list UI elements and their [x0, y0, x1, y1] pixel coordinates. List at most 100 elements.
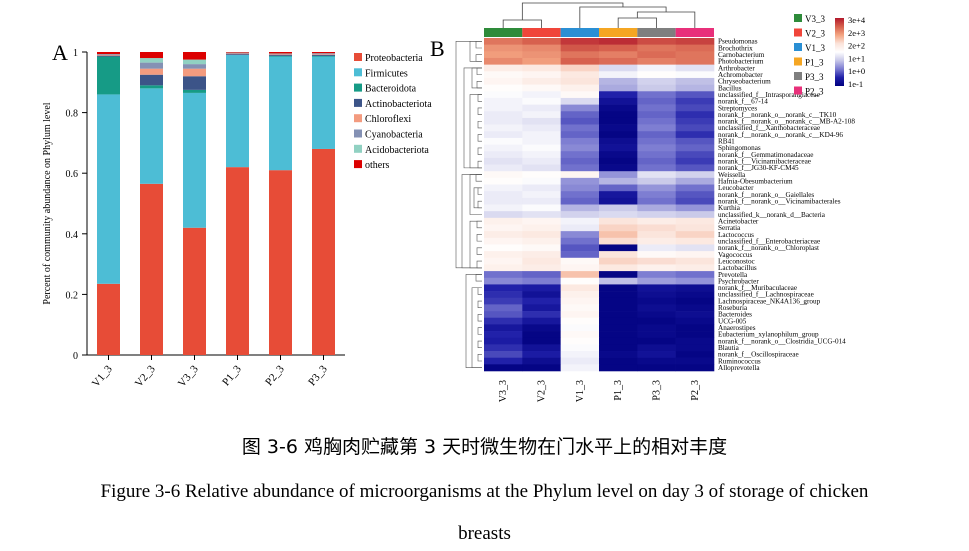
row-label: unclassified_k__norank_d__Bacteria [718, 211, 826, 219]
dendrogram-branch [477, 354, 482, 362]
dendrogram-branch [476, 247, 482, 255]
column-label: V2_3 [537, 380, 548, 402]
heatmap-cell [675, 297, 715, 305]
heatmap-cell [637, 184, 676, 192]
heatmap-cell [599, 91, 638, 99]
heatmap-cell [484, 77, 523, 85]
heatmap-cell [675, 231, 715, 239]
bar-segment-actinobacteriota [312, 54, 335, 56]
row-label: norank_f__norank_o__Chloroplast [718, 244, 819, 252]
bar-segment-chloroflexi [183, 68, 206, 77]
heatmap-cell [560, 144, 600, 152]
heatmap-cell [637, 171, 676, 179]
heatmap-cell [675, 264, 715, 272]
heatmap-cell [484, 164, 523, 172]
heatmap-cell [599, 311, 638, 319]
dendrogram-branch [465, 274, 482, 368]
heatmap-cell [637, 64, 676, 72]
heatmap-cell [560, 38, 600, 45]
row-label: norank_f__Oscillospiraceae [718, 351, 799, 359]
heatmap-cell [560, 84, 600, 92]
bar-segment-chloroflexi [97, 55, 120, 56]
heatmap-cell [522, 184, 561, 192]
bar-segment-acidobacteriota [140, 58, 163, 63]
row-label: Serratia [718, 224, 741, 232]
heatmap-cell [675, 137, 715, 145]
heatmap-cell [675, 317, 715, 325]
heatmap-cell [637, 71, 676, 79]
heatmap-cell [599, 124, 638, 132]
column-group-bar [675, 28, 714, 37]
dendrogram-branch [477, 160, 482, 169]
heatmap-cell [560, 251, 600, 259]
column-group-bar [484, 28, 523, 37]
heatmap-cell [560, 271, 600, 279]
heatmap-cell [675, 284, 715, 292]
row-label: Vagococcus [718, 251, 753, 259]
heatmap-cell [484, 71, 523, 79]
heatmap-cell [560, 344, 600, 352]
heatmap-cell [637, 77, 676, 85]
bar-segment-proteobacteria [97, 283, 120, 355]
heatmap-cell [599, 304, 638, 312]
dendrogram-branch [477, 107, 482, 115]
bar-segment-firmicutes [183, 92, 206, 228]
row-label: RB41 [718, 138, 735, 146]
row-label: norank_f__67-14 [718, 98, 768, 106]
heatmap-cell [599, 251, 638, 259]
heatmap-cell [522, 64, 561, 72]
heatmap-cell [484, 264, 523, 272]
heatmap-cell [560, 51, 600, 59]
heatmap-cell [675, 224, 715, 232]
heatmap-cell [675, 84, 715, 92]
row-label: Brochothrix [718, 44, 753, 52]
heatmap-cell [675, 337, 715, 345]
legend-label: Acidobacteriota [365, 145, 429, 156]
heatmap-cell [522, 104, 561, 112]
dendrogram-branch [475, 54, 482, 62]
row-label: norank_f__Muribaculaceae [718, 284, 797, 292]
bar-segment-proteobacteria [269, 170, 292, 355]
heatmap-cell [560, 164, 600, 172]
bar-segment-cyanobacteria [140, 62, 163, 69]
heatmap-cell [522, 71, 561, 79]
heatmap-cell [599, 131, 638, 139]
heatmap-cell [560, 264, 600, 272]
heatmap-cell [560, 244, 600, 252]
heatmap-cell [599, 64, 638, 72]
heatmap-cell [522, 97, 561, 105]
heatmap-cell [560, 364, 600, 372]
heatmap-cell [599, 177, 638, 185]
heatmap-cell [637, 311, 676, 319]
caption-chinese: 图 3-6 鸡胸肉贮藏第 3 天时微生物在门水平上的相对丰度 [241, 436, 728, 458]
caption-english-line-1: Figure 3-6 Relative abundance of microor… [100, 481, 869, 502]
legend-swatch [354, 53, 362, 61]
x-tick-label: P1_3 [220, 363, 244, 388]
heatmap-cell [675, 237, 715, 245]
bar-segment-firmicutes [312, 56, 335, 149]
legend-group-swatch [794, 43, 802, 51]
panel-a-label: A [52, 40, 68, 65]
y-tick-label: 0.2 [66, 290, 79, 301]
heatmap-cell [522, 357, 561, 365]
legend-label: Firmicutes [365, 68, 408, 79]
heatmap-cell [522, 257, 561, 265]
heatmap-cell [560, 77, 600, 85]
bar-segment-bacteroidota [140, 85, 163, 89]
dendrogram-branch [455, 41, 482, 269]
heatmap-cell [599, 277, 638, 285]
y-tick-label: 1 [73, 48, 78, 59]
heatmap-cell [484, 124, 523, 132]
bar-segment-actinobacteriota [140, 74, 163, 86]
heatmap-cell [522, 364, 561, 372]
column-label: P2_3 [690, 380, 701, 401]
heatmap-cell [522, 344, 561, 352]
row-label: Sphingomonas [718, 144, 761, 152]
heatmap-cell [484, 271, 523, 279]
heatmap-cell [637, 124, 676, 132]
heatmap-cell [560, 331, 600, 338]
legend-label: Cyanobacteria [365, 130, 423, 141]
row-label: Carnobacterium [718, 51, 765, 59]
dendrogram-branch [469, 220, 482, 269]
legend-label: others [365, 160, 390, 171]
